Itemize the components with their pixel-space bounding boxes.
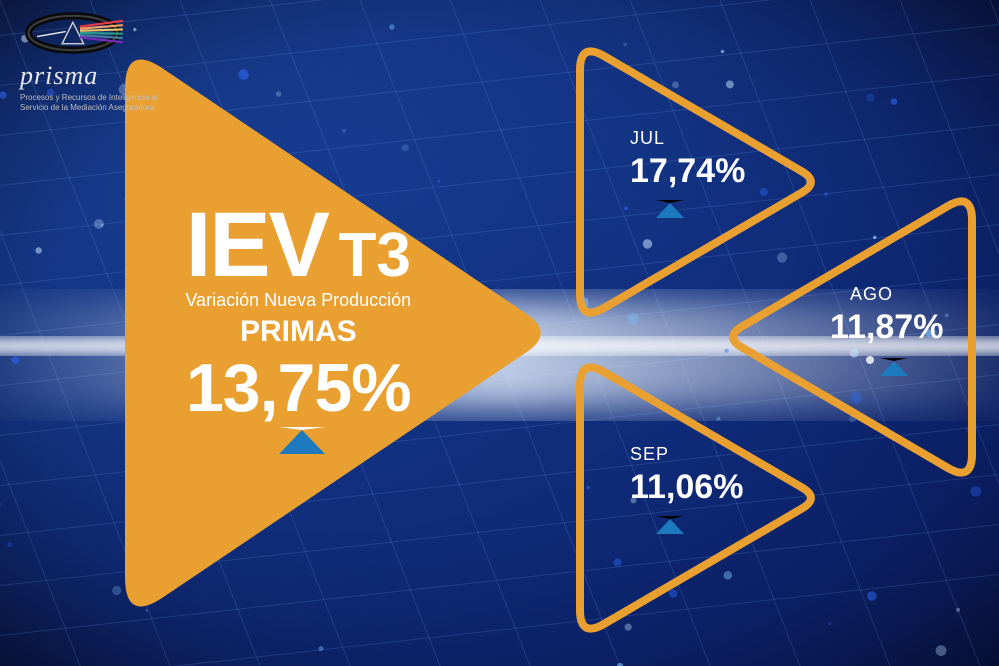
month-value: 11,87% <box>830 308 943 347</box>
trend-up-icon <box>656 200 684 218</box>
brand-tagline: Procesos y Recursos de Inteligencia al S… <box>20 93 170 112</box>
brand-name: prisma <box>20 61 170 91</box>
month-code: AGO <box>850 284 893 305</box>
brand-logo: prisma Procesos y Recursos de Inteligenc… <box>20 8 170 112</box>
main-metric-block: IEV T3 Variación Nueva Producción PRIMAS… <box>165 193 432 477</box>
trend-up-icon <box>656 516 684 534</box>
main-value: 13,75% <box>186 350 411 426</box>
trend-up-icon <box>880 358 908 376</box>
main-title-suffix: T3 <box>338 221 410 290</box>
main-subtitle-2: PRIMAS <box>165 315 432 349</box>
main-title-primary: IEV <box>186 194 328 296</box>
month-value: 11,06% <box>630 468 743 507</box>
infographic-stage: prisma Procesos y Recursos de Inteligenc… <box>0 0 999 666</box>
main-subtitle-1: Variación Nueva Producción <box>165 290 432 311</box>
month-code: SEP <box>630 444 669 465</box>
prism-logo-icon <box>20 8 140 58</box>
month-value: 17,74% <box>630 152 745 191</box>
month-code: JUL <box>630 128 665 149</box>
trend-up-icon <box>279 427 325 454</box>
